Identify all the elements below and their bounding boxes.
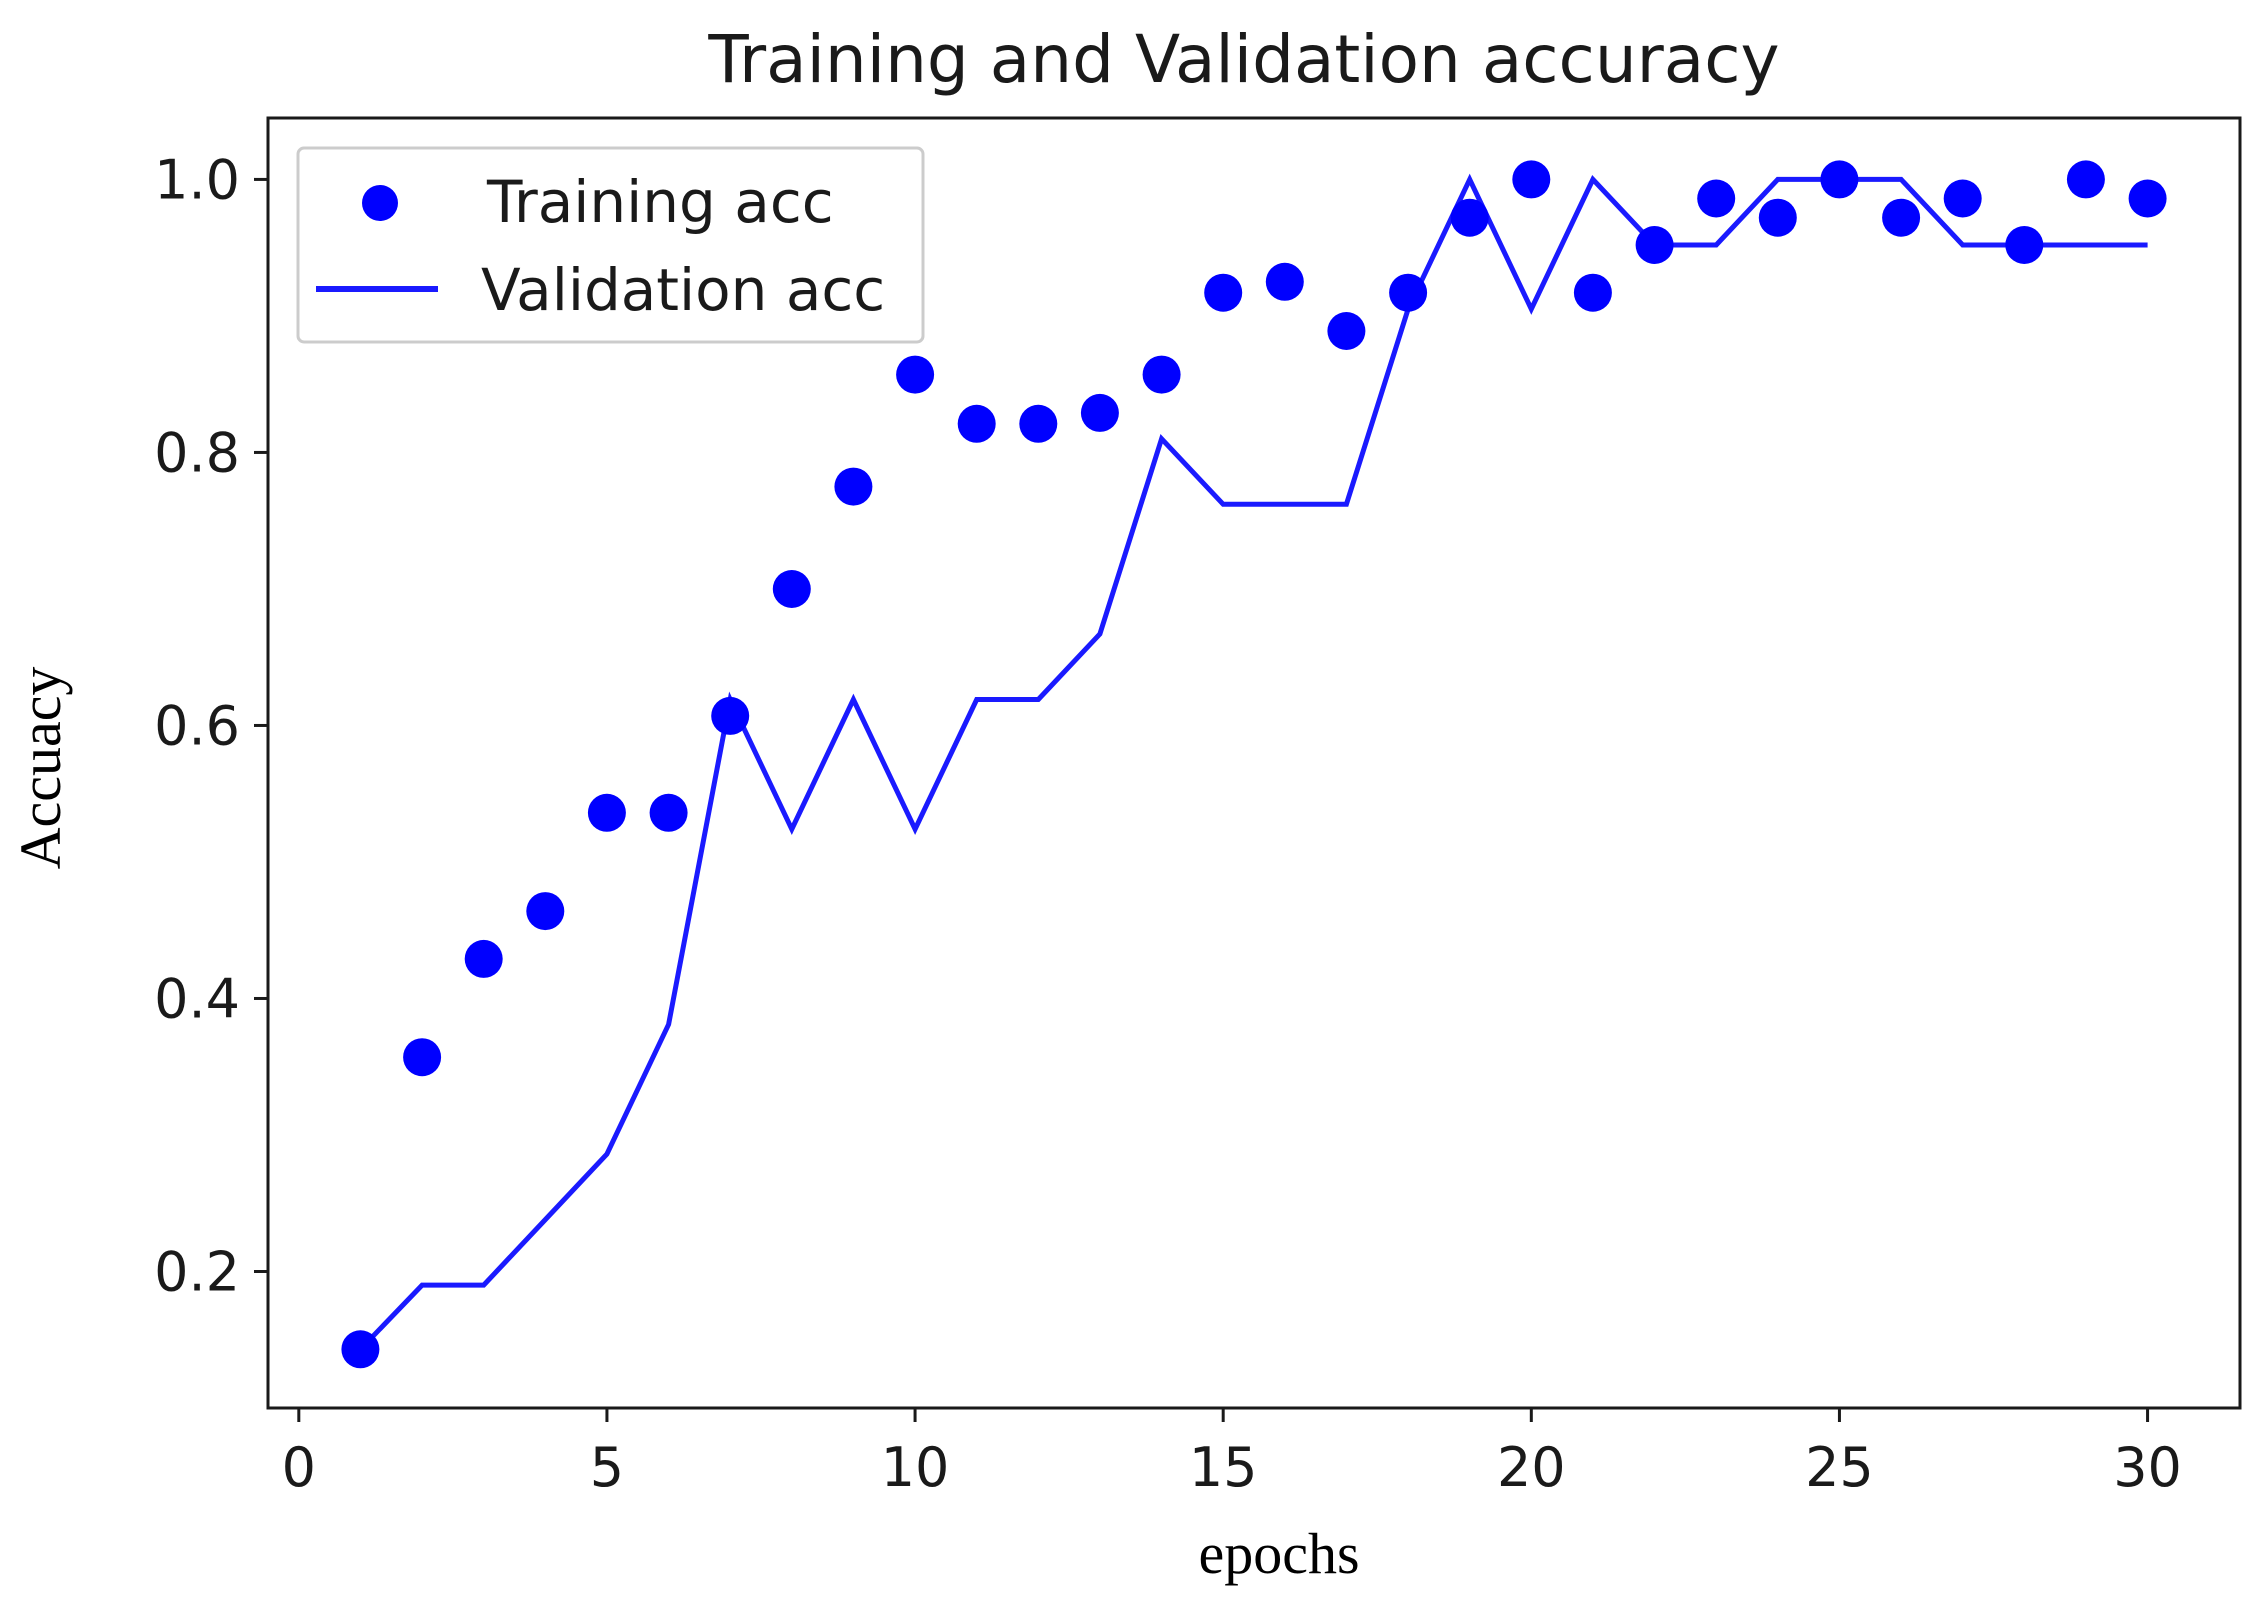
training-acc-point <box>1943 179 1982 218</box>
legend-validation-label: Validation acc <box>481 256 885 324</box>
y-axis-ticks: 0.2 0.4 0.6 0.8 1.0 <box>154 148 268 1303</box>
training-acc-point <box>526 892 565 931</box>
training-acc-point <box>1265 262 1304 301</box>
training-acc-point <box>403 1038 442 1077</box>
training-acc-point <box>1204 273 1243 312</box>
training-acc-point <box>1697 179 1736 218</box>
training-acc-point <box>2066 160 2105 199</box>
training-acc-point <box>834 467 873 506</box>
x-tick-label: 15 <box>1189 1436 1258 1499</box>
x-tick-label: 20 <box>1497 1436 1566 1499</box>
training-acc-point <box>711 696 750 735</box>
plot-series <box>341 160 2167 1369</box>
training-acc-point <box>896 355 935 394</box>
x-tick-label: 0 <box>282 1436 316 1499</box>
legend-box <box>296 146 925 344</box>
y-axis-label: Accuacy <box>8 667 73 870</box>
chart-title: Training and Validation accuracy <box>707 21 1779 98</box>
legend: Training acc Validation acc <box>296 146 925 344</box>
training-acc-point <box>1882 198 1921 237</box>
training-acc-point <box>1450 198 1489 237</box>
training-acc-point <box>1142 355 1181 394</box>
training-acc-point <box>587 793 626 832</box>
training-acc-point <box>341 1330 380 1369</box>
training-acc-point <box>1080 393 1119 432</box>
training-acc-point <box>1820 160 1859 199</box>
training-acc-point <box>1758 198 1797 237</box>
x-axis-ticks: 0 5 10 15 20 25 30 <box>282 1408 2182 1499</box>
training-acc-point <box>1389 273 1428 312</box>
y-tick-label: 1.0 <box>154 148 240 211</box>
training-acc-point <box>957 404 996 443</box>
training-acc-point <box>1512 160 1551 199</box>
legend-training-marker <box>362 185 398 221</box>
training-acc-point <box>772 570 811 608</box>
training-acc-point <box>464 939 503 978</box>
x-tick-label: 5 <box>590 1436 624 1499</box>
x-tick-label: 25 <box>1805 1436 1874 1499</box>
x-tick-label: 30 <box>2113 1436 2182 1499</box>
y-tick-label: 0.8 <box>154 421 240 484</box>
plot-frame <box>266 116 2242 1410</box>
training-acc-point <box>1327 312 1366 350</box>
y-tick-label: 0.4 <box>154 967 240 1030</box>
training-acc-point <box>2005 226 2044 264</box>
validation-acc-line <box>358 173 2148 1352</box>
y-tick-label: 0.6 <box>154 694 240 757</box>
training-acc-point <box>1635 226 1674 264</box>
y-tick-label: 0.2 <box>154 1240 240 1303</box>
x-axis-label: epochs <box>1198 1521 1359 1586</box>
legend-training-label: Training acc <box>486 168 834 236</box>
training-acc-point <box>2128 179 2167 218</box>
training-acc-point <box>649 793 688 832</box>
training-acc-point <box>1573 273 1612 312</box>
x-tick-label: 10 <box>881 1436 950 1499</box>
training-acc-point <box>1019 404 1058 443</box>
